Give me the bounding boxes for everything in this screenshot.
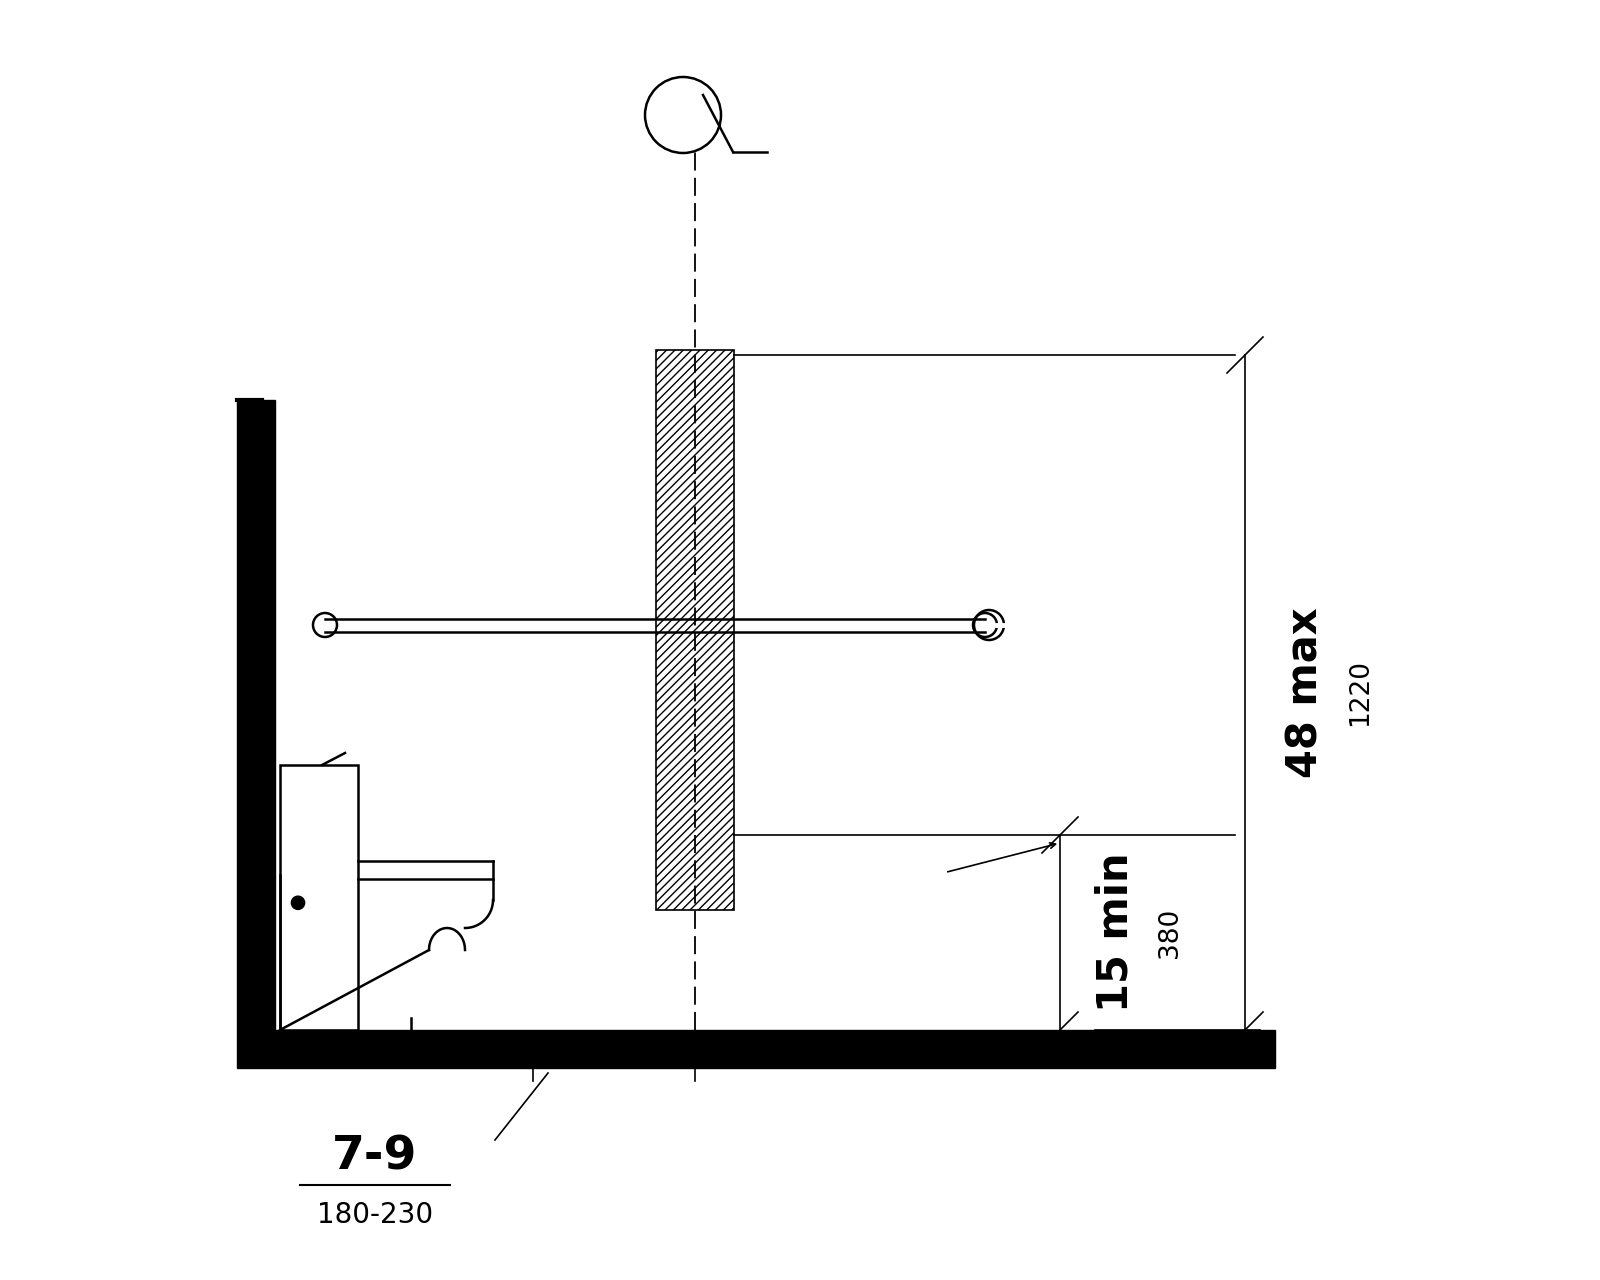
Bar [237, 1030, 1275, 1068]
Text: 1220: 1220 [1347, 659, 1373, 726]
Bar [280, 765, 358, 1030]
Text: 15 min: 15 min [1094, 852, 1136, 1012]
Bar [656, 349, 734, 910]
Text: 380: 380 [1157, 908, 1182, 957]
Text: 48 max: 48 max [1283, 607, 1326, 778]
Bar [237, 399, 275, 1030]
Text: 7-9: 7-9 [333, 1134, 418, 1179]
Circle shape [291, 896, 304, 909]
Text: 180-230: 180-230 [317, 1201, 434, 1229]
